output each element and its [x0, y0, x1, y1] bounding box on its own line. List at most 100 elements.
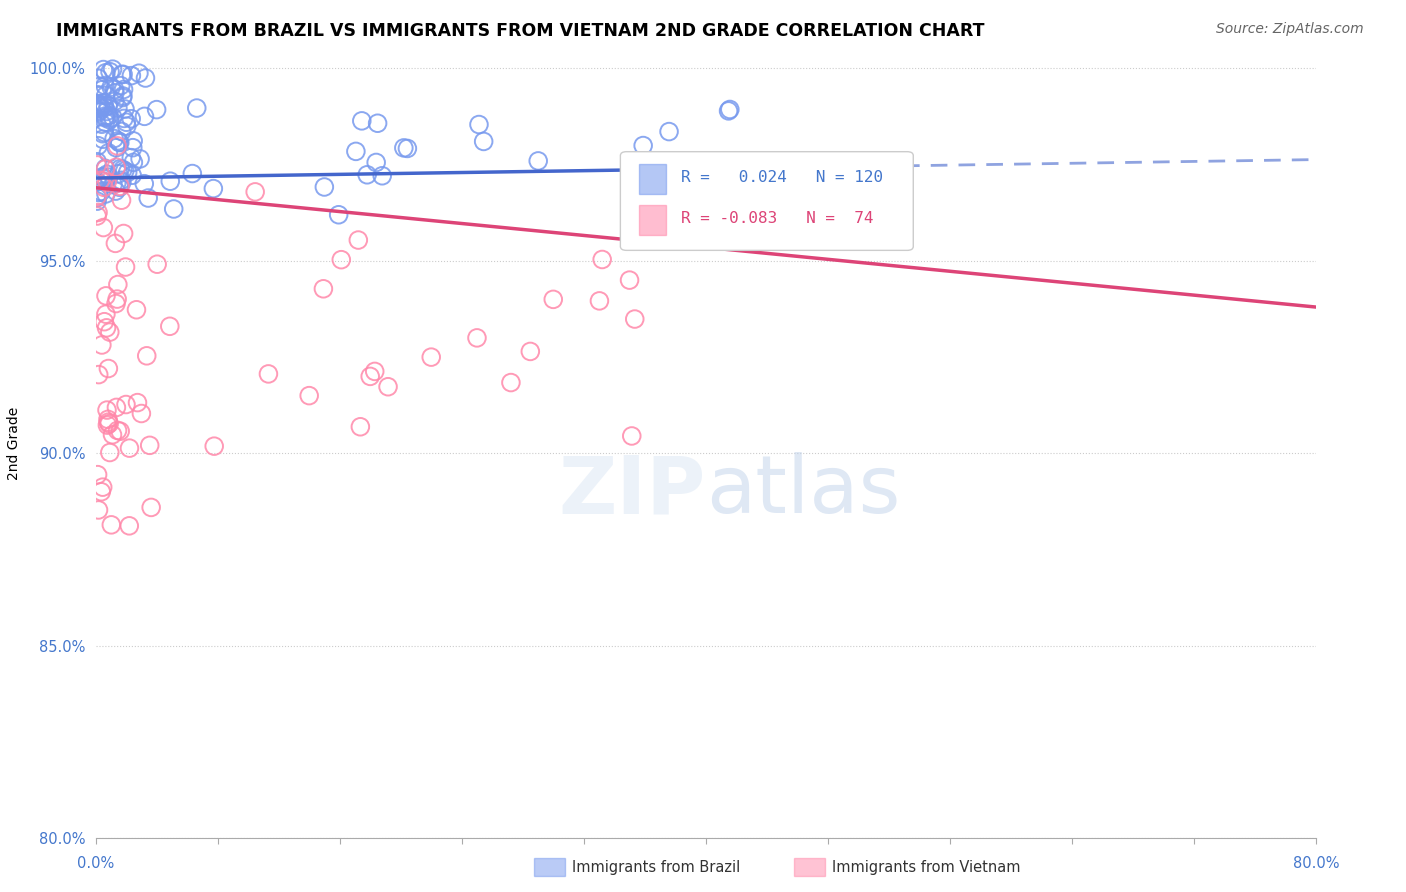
Point [94, 161, 117, 176]
Point [87, 97, 110, 112]
Point [97, 98, 120, 112]
Point [472, 135, 495, 149]
Point [107, 167, 129, 181]
Point [104, 95, 127, 109]
Point [97, 412, 120, 426]
Text: IMMIGRANTS FROM BRAZIL VS IMMIGRANTS FROM VIETNAM 2ND GRADE CORRELATION CHART: IMMIGRANTS FROM BRAZIL VS IMMIGRANTS FRO… [56, 22, 984, 40]
Point [90, 185, 112, 199]
Point [103, 131, 125, 145]
Point [138, 438, 160, 452]
Point [111, 89, 134, 103]
Point [134, 177, 156, 191]
Point [718, 103, 741, 117]
Point [114, 260, 136, 274]
Point [96, 167, 118, 181]
Point [519, 344, 541, 359]
Point [91, 174, 114, 188]
Point [679, 163, 702, 178]
Point [98, 64, 121, 78]
Point [588, 293, 610, 308]
Point [645, 203, 668, 218]
Text: 80.0%: 80.0% [1292, 856, 1340, 871]
Point [122, 134, 145, 148]
Point [96, 418, 118, 433]
Point [107, 101, 129, 115]
Point [94, 115, 117, 129]
Point [631, 138, 654, 153]
Point [115, 398, 138, 412]
Point [122, 155, 145, 169]
Point [108, 135, 131, 149]
Point [86, 175, 108, 189]
Point [181, 167, 204, 181]
Point [111, 162, 134, 177]
Point [90, 117, 112, 131]
Point [367, 116, 389, 130]
Point [717, 103, 740, 118]
Point [97, 109, 120, 123]
Point [114, 164, 136, 178]
Point [97, 415, 120, 429]
Point [115, 115, 138, 129]
Point [93, 180, 115, 194]
Point [186, 101, 208, 115]
Point [111, 175, 134, 189]
Point [94, 66, 117, 80]
Point [87, 368, 110, 382]
Point [87, 71, 110, 86]
Text: Immigrants from Vietnam: Immigrants from Vietnam [832, 861, 1021, 875]
Point [159, 174, 181, 188]
Point [114, 102, 136, 116]
Point [112, 227, 135, 241]
Point [120, 112, 142, 126]
Point [108, 136, 131, 150]
Point [121, 141, 143, 155]
Point [620, 429, 643, 443]
Point [91, 169, 114, 184]
Point [128, 66, 150, 80]
FancyBboxPatch shape [638, 163, 665, 194]
Point [131, 407, 153, 421]
Point [97, 361, 120, 376]
Point [312, 282, 335, 296]
Point [658, 125, 681, 139]
Point [101, 178, 124, 192]
Point [591, 252, 613, 267]
Point [101, 111, 124, 125]
Point [107, 134, 129, 148]
Point [159, 319, 181, 334]
Point [93, 125, 115, 139]
Point [465, 331, 488, 345]
Point [118, 441, 141, 455]
Point [356, 168, 378, 182]
Point [97, 145, 120, 160]
Text: 0.0%: 0.0% [77, 856, 114, 871]
Point [94, 289, 117, 303]
Point [118, 518, 141, 533]
Point [202, 181, 225, 195]
Point [91, 480, 114, 494]
Point [696, 203, 718, 218]
Point [115, 119, 138, 133]
Point [94, 78, 117, 93]
Point [105, 292, 128, 306]
Point [121, 168, 143, 182]
Point [87, 103, 110, 118]
Point [86, 191, 108, 205]
Point [94, 161, 117, 176]
Point [98, 112, 121, 127]
Point [104, 184, 127, 198]
Point [420, 350, 443, 364]
Point [93, 95, 115, 110]
Point [314, 180, 336, 194]
Point [90, 484, 112, 499]
Point [105, 176, 128, 190]
Point [125, 302, 148, 317]
Point [108, 180, 131, 194]
Point [86, 87, 108, 102]
Point [86, 158, 108, 172]
Point [87, 186, 110, 200]
Point [89, 173, 111, 187]
Point [243, 185, 266, 199]
Point [87, 138, 110, 153]
